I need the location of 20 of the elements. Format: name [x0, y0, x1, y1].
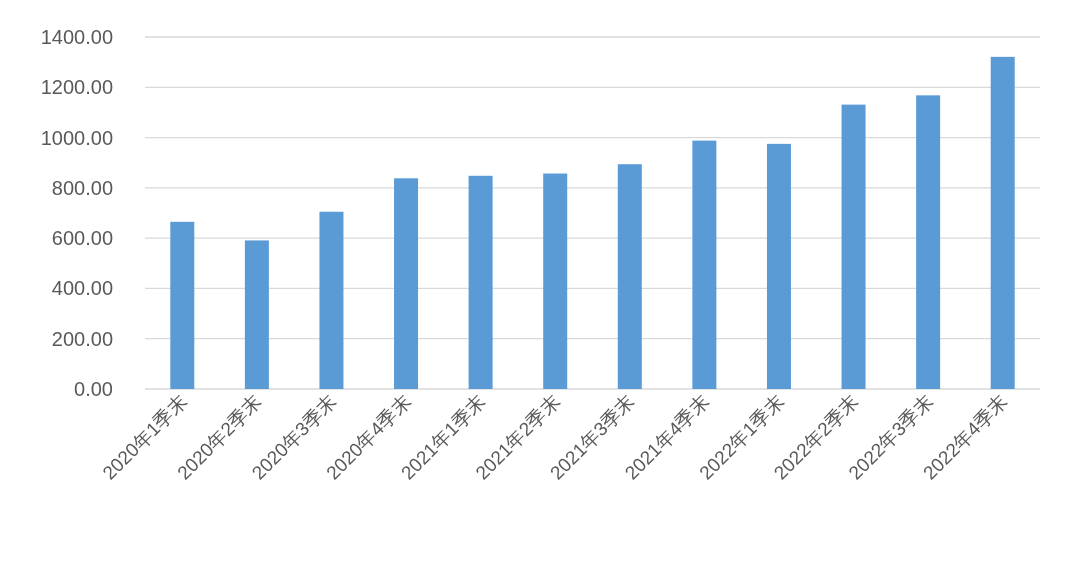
y-tick-label: 200.00 — [51, 327, 113, 350]
y-tick-label: 800.00 — [51, 176, 113, 199]
bar — [543, 173, 568, 389]
bar — [617, 164, 642, 389]
bar — [170, 221, 195, 389]
bar — [244, 240, 269, 389]
bar — [319, 211, 344, 389]
bar — [916, 95, 941, 389]
bar — [468, 175, 493, 389]
y-tick-label: 600.00 — [51, 227, 113, 250]
bar — [990, 56, 1015, 389]
bar — [692, 140, 717, 389]
y-tick-label: 0.00 — [74, 378, 113, 400]
y-tick-label: 400.00 — [51, 277, 113, 300]
bar — [766, 143, 791, 389]
y-tick-label: 1200.00 — [40, 76, 113, 99]
y-tick-label: 1400.00 — [40, 26, 113, 48]
bar — [841, 104, 866, 389]
y-tick-label: 1000.00 — [40, 126, 113, 149]
bar — [394, 178, 419, 389]
